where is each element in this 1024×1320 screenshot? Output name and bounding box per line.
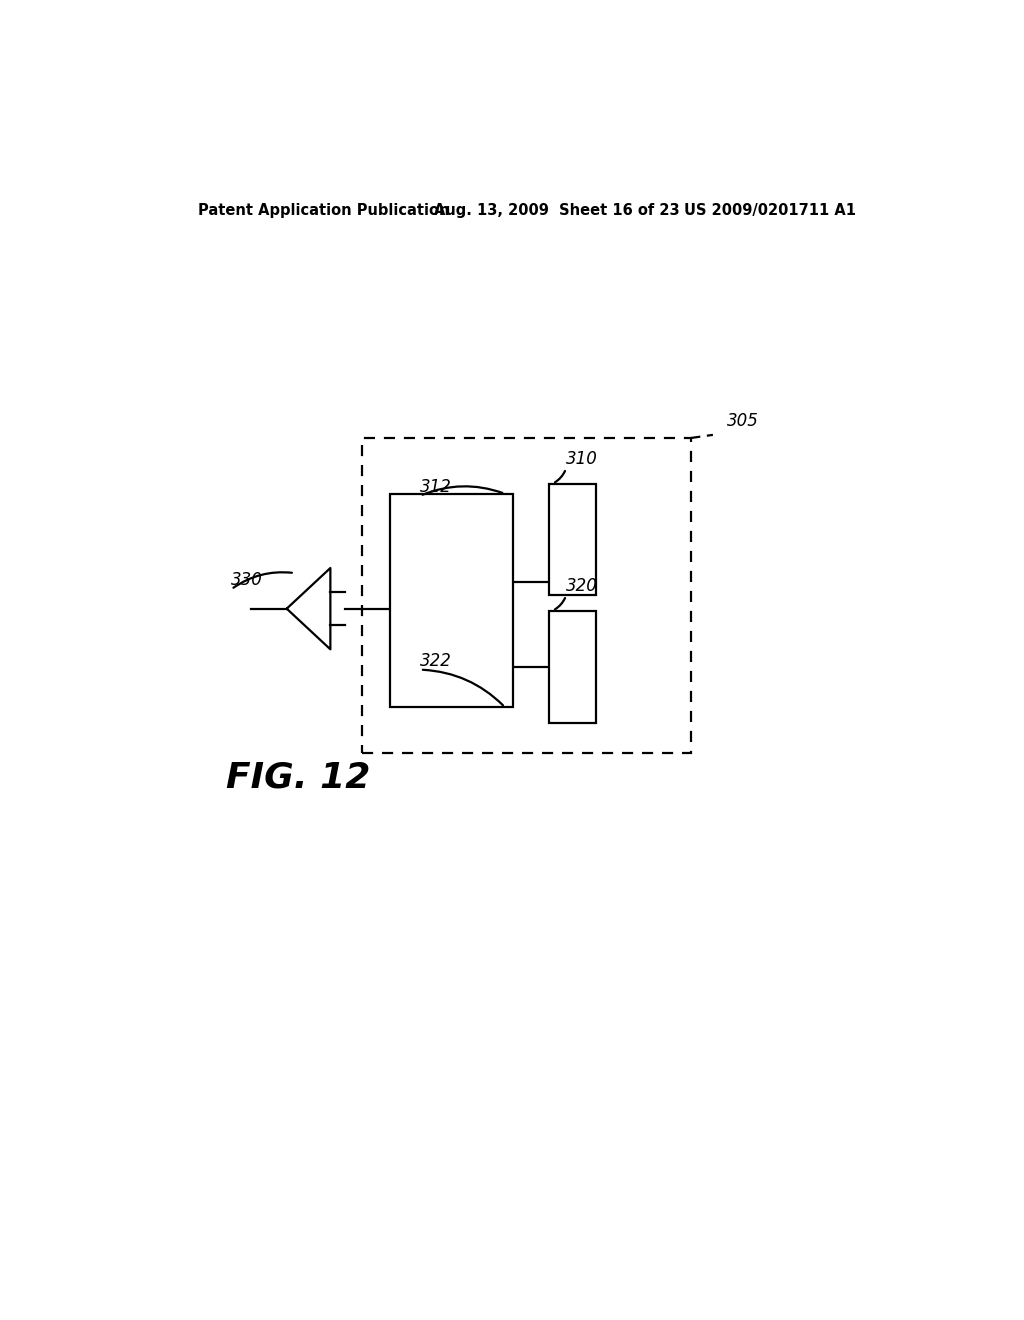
Bar xyxy=(549,483,596,595)
Text: 310: 310 xyxy=(566,450,598,469)
Text: 320: 320 xyxy=(566,577,598,595)
Text: Aug. 13, 2009  Sheet 16 of 23: Aug. 13, 2009 Sheet 16 of 23 xyxy=(433,203,679,218)
Text: 312: 312 xyxy=(420,478,452,496)
Bar xyxy=(390,494,513,708)
Text: 305: 305 xyxy=(727,412,759,430)
Text: 330: 330 xyxy=(231,572,263,589)
Text: FIG. 12: FIG. 12 xyxy=(226,760,371,795)
Bar xyxy=(362,438,691,752)
Text: Patent Application Publication: Patent Application Publication xyxy=(198,203,450,218)
Text: US 2009/0201711 A1: US 2009/0201711 A1 xyxy=(684,203,855,218)
Text: 322: 322 xyxy=(420,652,452,669)
Bar xyxy=(549,611,596,722)
